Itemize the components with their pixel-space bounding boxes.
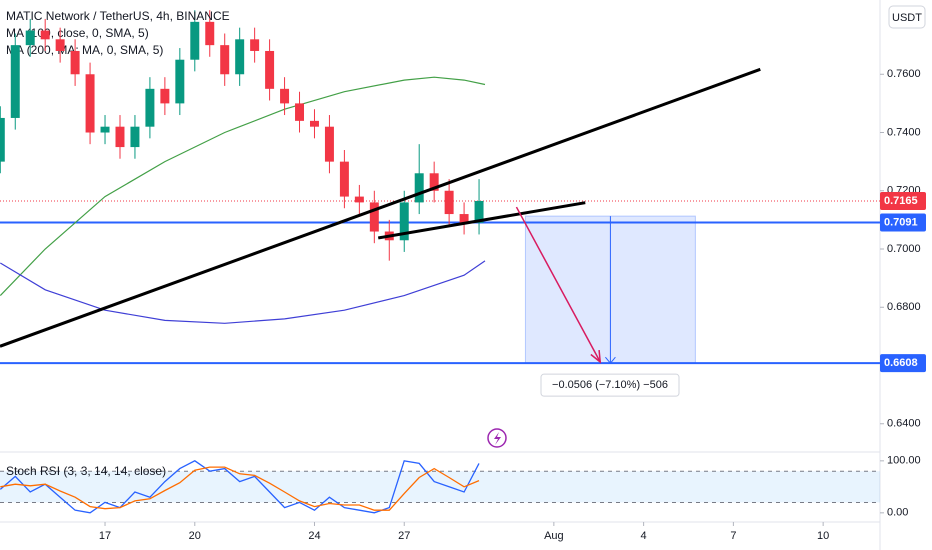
measure-label-box [540,373,680,397]
candle-body [459,214,469,223]
candle-body [265,50,275,89]
candle-body [324,126,334,162]
y-tick-label: 0.7600 [887,68,921,80]
x-tick-label: 24 [308,530,320,542]
candle-body [160,88,170,104]
candle-body [250,39,260,51]
candle-body [235,39,245,75]
candle-body [205,21,215,46]
x-tick-label: Aug [544,530,564,542]
candle-body [85,74,95,133]
candle-body [175,59,185,104]
measure-label: −0.0506 (−7.10%) −506 [552,379,668,391]
price-tag-label: 0.7165 [884,195,918,207]
y-tick-label: 0.7000 [887,243,921,255]
candle-body [130,126,140,148]
x-tick-label: 10 [817,530,829,542]
candle-body [220,45,230,75]
candle-body [414,173,424,203]
candle-body [399,202,409,241]
price-tag [880,213,926,232]
candle-body [70,50,80,75]
y-tick-label: 0.6400 [887,418,921,430]
candle-body [25,30,35,46]
price-tag [880,354,926,373]
candle-body [190,21,200,60]
x-tick-label: 17 [99,530,111,542]
y-tick-label: 0.00 [887,507,908,519]
moving-average [0,260,486,324]
candle-body [444,190,454,215]
candle-body [40,30,50,40]
stoch-line [0,466,480,511]
band-fill [0,471,880,503]
x-tick-label: 20 [189,530,201,542]
candle-body [339,161,349,197]
candle-body [145,88,155,127]
currency: USDT [892,12,922,24]
x-tick-label: 4 [641,530,647,542]
forecast-arrowhead [590,349,602,364]
price-tag [880,191,926,210]
candle-body [0,117,5,162]
price-tag-label: 0.6608 [884,357,918,369]
candle-body [100,126,110,133]
candle-body [115,126,125,148]
candle-body [354,196,364,203]
indicator-title: Stoch RSI (3, 3, 14, 14, close) [6,464,166,478]
candle-body [309,120,319,127]
candle-body [429,173,439,191]
price-tag-label: 0.7091 [884,216,918,228]
y-tick-label: 100.00 [887,455,921,467]
stoch-line [0,460,480,514]
lightning [494,432,501,445]
trendline [377,201,586,240]
candle-body [10,45,20,118]
candle-body [474,200,484,223]
candle-body [280,88,290,104]
x-tick-label: 7 [730,530,736,542]
candle-body [295,103,305,121]
candle-body [55,39,65,51]
legend-entry: MA (200, MA: MA, 0, SMA, 5) [6,43,163,57]
currency-box [888,5,926,29]
y-tick-label: 0.6800 [887,301,921,313]
y-tick-label: 0.7400 [887,126,921,138]
chart-title: MATIC Network / TetherUS, 4h, BINANCE [6,9,230,23]
candle-body [369,202,379,232]
trendline [0,67,761,348]
plot: 0.64000.66000.68000.70000.72000.74000.76… [0,10,926,542]
forecast-arrow [515,206,601,363]
x-tick-label: 27 [398,530,410,542]
